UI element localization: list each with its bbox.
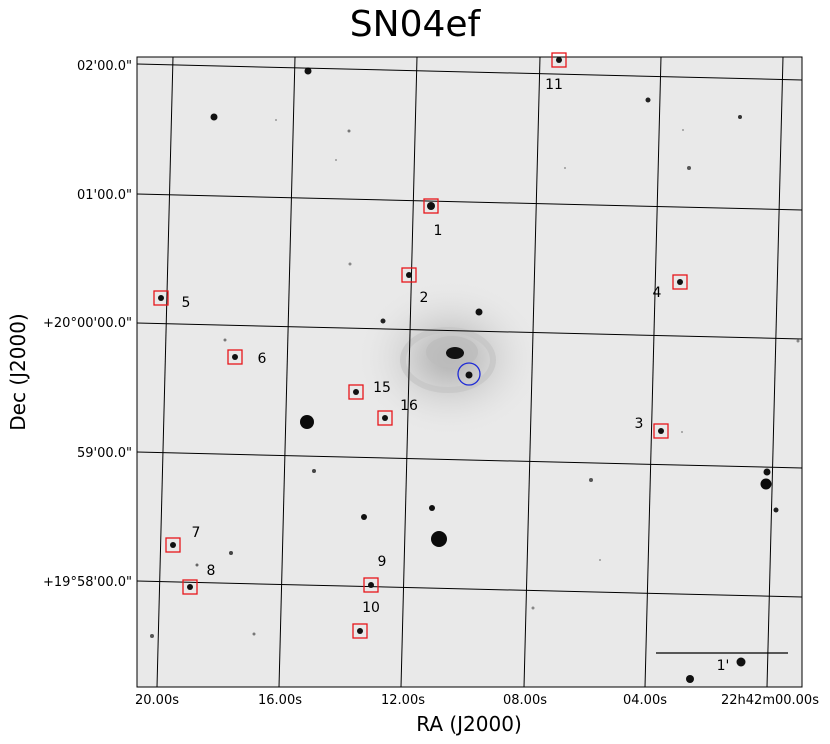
dec-tick-label: 02'00.0" (77, 59, 132, 74)
reference-star-label: 1 (434, 223, 443, 239)
reference-star (406, 272, 412, 278)
x-axis-title: RA (J2000) (416, 712, 522, 736)
reference-star-box (672, 274, 688, 290)
grid-line (400, 57, 418, 687)
reference-star-label: 7 (192, 525, 201, 541)
reference-star (353, 389, 359, 395)
reference-star (232, 354, 238, 360)
dec-tick-label: 59'00.0" (77, 446, 132, 461)
reference-star-label: 6 (258, 351, 267, 367)
reference-star (187, 584, 193, 590)
supernova-star (465, 371, 473, 379)
dec-tick-label: +19°58'00.0" (43, 575, 132, 590)
reference-star (382, 415, 388, 421)
reference-star (677, 279, 683, 285)
reference-star-box (401, 267, 417, 283)
reference-star-box (551, 52, 567, 68)
grid-line (137, 193, 802, 211)
ra-tick-label: 16.00s (258, 693, 302, 708)
ra-tick-labels: 20.00s 16.00s 12.00s 08.00s 04.00s 22h42m00.0… (135, 693, 819, 708)
reference-star (658, 428, 664, 434)
reference-star-box (165, 537, 181, 553)
reference-star-label: 4 (653, 285, 662, 301)
galaxy-nucleus (446, 347, 464, 359)
reference-star-box (348, 384, 364, 400)
reference-star-label: 5 (182, 295, 191, 311)
grid-line (523, 57, 541, 687)
reference-star-label: 16 (400, 398, 418, 414)
ra-tick-label: 04.00s (623, 693, 667, 708)
grid-line (644, 57, 662, 687)
reference-star (427, 202, 435, 210)
ra-tick-label: 08.00s (503, 693, 547, 708)
scale-bar-label: 1' (717, 658, 730, 674)
reference-star-label: 11 (545, 77, 563, 93)
reference-star-label: 8 (207, 563, 216, 579)
grid-line (278, 57, 296, 687)
y-axis-title: Dec (J2000) (6, 313, 30, 430)
chart-title: SN04ef (349, 4, 481, 45)
reference-star (357, 628, 363, 634)
reference-star-label: 10 (362, 600, 380, 616)
dec-tick-labels: 02'00.0" 01'00.0" +20°00'00.0" 59'00.0" +19°… (43, 59, 132, 590)
reference-star (368, 582, 374, 588)
reference-star-box (377, 410, 393, 426)
grid-line (137, 451, 802, 469)
reference-star-box (182, 579, 198, 595)
reference-star-label: 9 (378, 554, 387, 570)
reference-star-markers: 1 2 3 4 5 6 7 8 9 10 11 15 16 (153, 52, 688, 639)
dec-tick-label: +20°00'00.0" (43, 316, 132, 331)
coordinate-grid (137, 57, 802, 687)
reference-star (158, 295, 164, 301)
reference-star-box (153, 290, 169, 306)
reference-star-box (352, 623, 368, 639)
field-stars (150, 67, 800, 683)
grid-line (137, 580, 802, 598)
reference-star-box (423, 198, 439, 214)
reference-star (556, 57, 562, 63)
plot-frame (136, 56, 803, 688)
ra-tick-label: 22h42m00.00s (721, 693, 819, 708)
dec-tick-label: 01'00.0" (77, 188, 132, 203)
reference-star-label: 2 (420, 290, 429, 306)
reference-star-label: 15 (373, 380, 391, 396)
reference-star-box (363, 577, 379, 593)
reference-star-label: 3 (635, 416, 644, 432)
grid-line (137, 322, 802, 340)
supernova-target-circle (457, 362, 481, 386)
ra-tick-label: 12.00s (381, 693, 425, 708)
reference-star (170, 542, 176, 548)
ra-tick-label: 20.00s (135, 693, 179, 708)
grid-line (766, 57, 784, 687)
grid-line (137, 63, 802, 81)
reference-star-box (653, 423, 669, 439)
reference-star-box (227, 349, 243, 365)
